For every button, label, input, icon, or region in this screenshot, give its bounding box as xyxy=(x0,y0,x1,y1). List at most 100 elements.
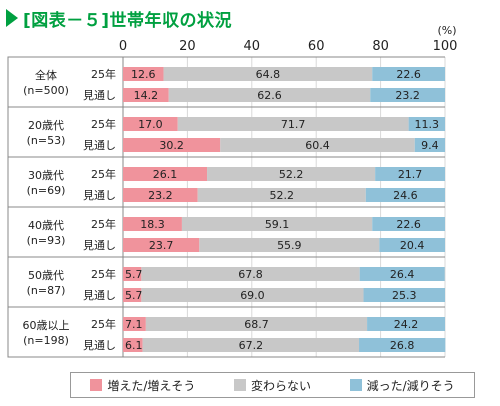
data-label: 20.4 xyxy=(400,239,425,252)
x-tick-label: 40 xyxy=(244,39,261,54)
row-label: 見通し xyxy=(83,289,116,302)
data-label: 26.1 xyxy=(153,168,178,181)
bar-segment xyxy=(177,117,409,131)
row-label: 見通し xyxy=(83,89,116,102)
legend-item: 増えた/増えそう xyxy=(90,377,195,394)
group-label: 全体 xyxy=(35,68,57,82)
row-label: 25年 xyxy=(91,117,116,131)
data-label: 25.3 xyxy=(392,289,417,302)
x-tick-label: 60 xyxy=(308,39,325,54)
bar-segment xyxy=(370,88,445,102)
title-arrow-icon xyxy=(6,9,18,27)
bar-segment xyxy=(168,88,371,102)
bar-segment xyxy=(372,67,445,81)
bar-segment xyxy=(163,67,373,81)
group-sample-size: (n=500) xyxy=(23,84,69,97)
bar-segment xyxy=(207,167,376,181)
bar-segment xyxy=(123,67,164,81)
data-label: 23.2 xyxy=(148,189,173,202)
row-label: 見通し xyxy=(83,239,116,252)
bar-segment xyxy=(414,138,445,152)
bar-segment xyxy=(372,217,445,231)
data-label: 52.2 xyxy=(269,189,294,202)
group-sample-size: (n=87) xyxy=(27,284,66,297)
group-sample-size: (n=93) xyxy=(27,234,66,247)
data-label: 55.9 xyxy=(277,239,302,252)
data-label: 5.7 xyxy=(125,268,143,281)
group-sample-size: (n=198) xyxy=(23,334,69,347)
bar-segment xyxy=(142,338,360,352)
data-label: 62.6 xyxy=(257,89,282,102)
unit-label: (%) xyxy=(437,24,456,37)
bar-segment xyxy=(363,288,445,302)
data-label: 30.2 xyxy=(159,139,184,152)
bar-segment xyxy=(123,288,142,302)
legend-swatch xyxy=(90,379,103,391)
legend-item: 減った/減りそう xyxy=(349,377,455,394)
bar-segment xyxy=(123,88,169,102)
bar-segment xyxy=(123,338,143,352)
data-label: 69.0 xyxy=(240,289,265,302)
group-label: 60歳以上 xyxy=(23,319,70,332)
bar-segment xyxy=(123,238,200,252)
bar-segment xyxy=(123,317,146,331)
data-label: 23.7 xyxy=(149,239,174,252)
legend-swatch xyxy=(233,379,246,391)
legend-label: 減った/減りそう xyxy=(366,378,455,393)
data-label: 11.3 xyxy=(415,118,440,131)
bar-segment xyxy=(408,117,445,131)
bar-segment xyxy=(123,117,178,131)
bar-segment xyxy=(123,217,182,231)
group-sample-size: (n=69) xyxy=(27,184,66,197)
data-label: 7.1 xyxy=(125,318,143,331)
data-label: 5.7 xyxy=(125,289,143,302)
group-label: 50歳代 xyxy=(28,269,64,282)
chart-svg: 0 20 40 60 80 100 (%) 全体 (n=500) 25年 12.6 64.8 22.6 見… xyxy=(7,24,457,358)
x-tick-label: 80 xyxy=(372,39,389,54)
bar-segment xyxy=(220,138,415,152)
data-label: 26.4 xyxy=(390,268,415,281)
data-label: 18.3 xyxy=(140,218,165,231)
bar-segment xyxy=(197,188,366,202)
legend-label: 増えた/増えそう xyxy=(107,378,196,393)
data-label: 14.2 xyxy=(134,89,159,102)
data-label: 6.1 xyxy=(125,339,143,352)
row-label: 見通し xyxy=(83,189,116,202)
bar-segment xyxy=(141,267,360,281)
bar-segment xyxy=(359,338,446,352)
chart-title: [図表－５]世帯年収の状況 xyxy=(6,5,232,31)
legend-label: 変わらない xyxy=(250,378,311,393)
data-label: 17.0 xyxy=(138,118,163,131)
data-label: 26.8 xyxy=(390,339,415,352)
bar-segment xyxy=(123,188,198,202)
bar-segment xyxy=(375,167,445,181)
bar-segment xyxy=(199,238,380,252)
data-label: 67.2 xyxy=(239,339,264,352)
data-label: 22.6 xyxy=(396,218,421,231)
bar-segment xyxy=(367,317,445,331)
group-label: 20歳代 xyxy=(28,119,64,132)
data-label: 24.6 xyxy=(393,189,418,202)
legend-swatch xyxy=(349,379,362,391)
row-label: 25年 xyxy=(91,67,116,81)
bar-segment xyxy=(181,217,373,231)
data-label: 52.2 xyxy=(279,168,304,181)
bar-segment xyxy=(141,288,364,302)
x-tick-label: 20 xyxy=(179,39,196,54)
bar-segment xyxy=(123,267,142,281)
chart-title-text: [図表－５]世帯年収の状況 xyxy=(23,10,233,31)
row-label: 25年 xyxy=(91,167,116,181)
bar-segment xyxy=(379,238,445,252)
data-label: 24.2 xyxy=(394,318,419,331)
row-label: 見通し xyxy=(83,139,116,152)
group-label: 40歳代 xyxy=(28,219,64,232)
group-label: 30歳代 xyxy=(28,169,64,182)
row-label: 25年 xyxy=(91,217,116,231)
data-label: 71.7 xyxy=(281,118,306,131)
data-label: 22.6 xyxy=(396,68,421,81)
data-label: 12.6 xyxy=(131,68,156,81)
row-label: 見通し xyxy=(83,339,116,352)
data-label: 68.7 xyxy=(244,318,269,331)
legend-item: 変わらない xyxy=(233,377,311,394)
bar-segment xyxy=(123,167,208,181)
